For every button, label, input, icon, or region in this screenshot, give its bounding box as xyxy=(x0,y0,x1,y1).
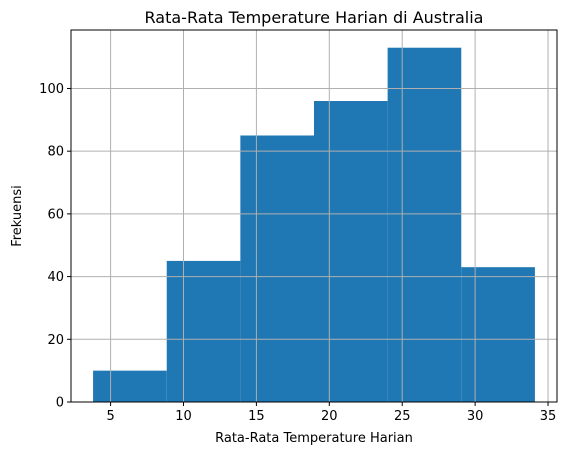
histogram-bar xyxy=(461,267,535,402)
histogram-bar xyxy=(240,135,314,402)
x-tick-label: 5 xyxy=(106,409,114,424)
y-tick-label: 60 xyxy=(47,207,64,222)
histogram-bar xyxy=(387,47,462,402)
chart-title: Rata-Rata Temperature Harian di Australi… xyxy=(145,8,484,27)
x-axis-ticks: 5 10 15 20 25 30 35 xyxy=(106,402,556,424)
x-tick-label: 35 xyxy=(540,409,557,424)
y-tick-label: 0 xyxy=(56,396,64,411)
bars xyxy=(93,47,535,402)
y-axis-ticks: 0 20 40 60 80 100 xyxy=(39,82,71,411)
x-axis-label: Rata-Rata Temperature Harian xyxy=(215,431,413,446)
x-tick-label: 20 xyxy=(321,409,338,424)
y-tick-label: 20 xyxy=(47,333,64,348)
histogram-bar xyxy=(314,101,388,402)
grid xyxy=(71,30,557,403)
x-tick-label: 25 xyxy=(394,409,411,424)
y-axis-label: Frekuensi xyxy=(10,185,25,247)
y-tick-label: 40 xyxy=(47,270,64,285)
histogram-bar xyxy=(166,260,241,402)
x-tick-label: 15 xyxy=(248,409,265,424)
plot-frame xyxy=(70,29,558,403)
y-tick-label: 100 xyxy=(39,82,64,97)
y-tick-label: 80 xyxy=(47,145,64,160)
histogram-bar xyxy=(93,370,167,402)
x-tick-label: 30 xyxy=(467,409,484,424)
x-tick-label: 10 xyxy=(175,409,192,424)
